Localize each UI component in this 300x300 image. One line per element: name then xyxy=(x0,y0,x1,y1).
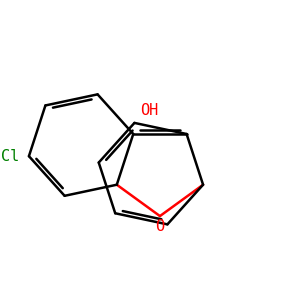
Text: Cl: Cl xyxy=(1,149,19,164)
Text: O: O xyxy=(155,219,164,234)
Text: OH: OH xyxy=(140,103,158,118)
